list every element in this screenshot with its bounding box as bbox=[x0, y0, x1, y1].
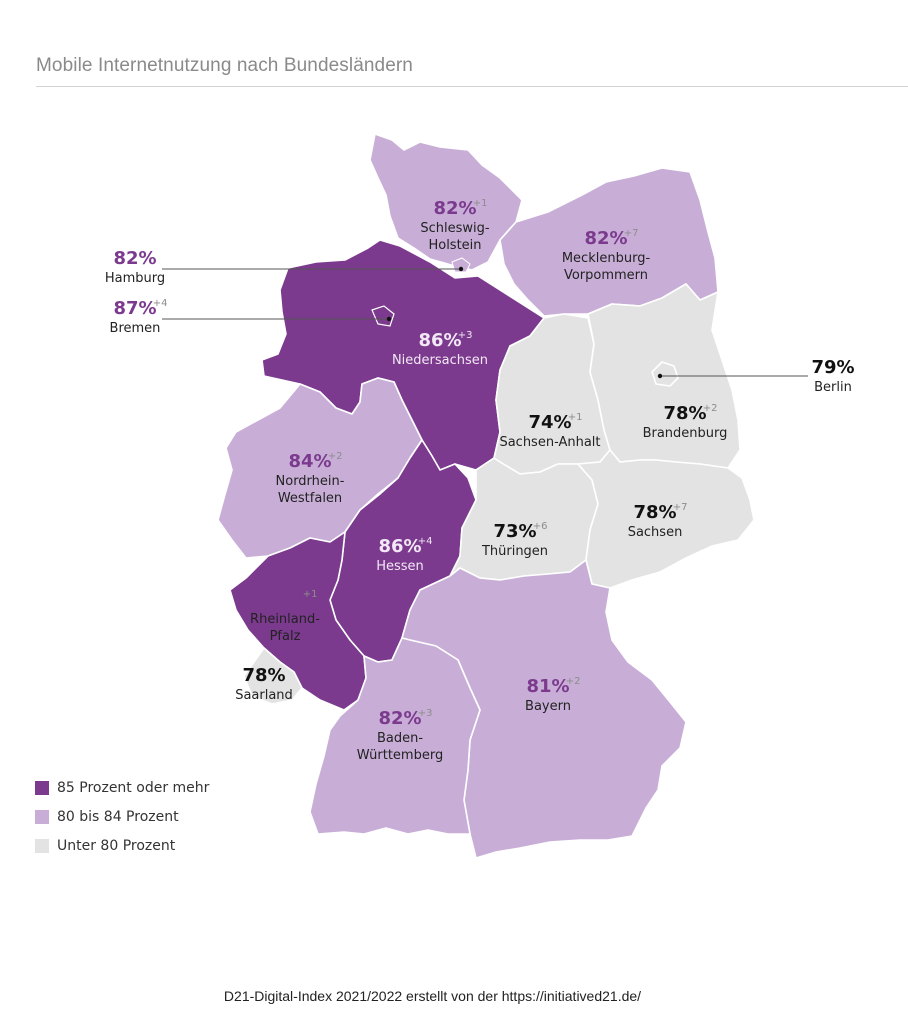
state-label-bayern: 81%+2 Bayern bbox=[525, 676, 580, 714]
state-area-thueringen[interactable] bbox=[449, 457, 599, 581]
percent-value-brandenburg: 78% bbox=[663, 403, 706, 424]
state-label-niedersachsen: 86%+3 Niedersachsen bbox=[392, 330, 488, 368]
change-value-brandenburg: +2 bbox=[703, 403, 718, 414]
title-divider bbox=[36, 86, 908, 87]
percent-value-mecklenburg-vorpommern: 82% bbox=[584, 228, 627, 249]
state-name-schleswig-holstein: Schleswig- bbox=[420, 221, 490, 236]
leader-dot-bremen bbox=[386, 316, 392, 322]
leader-dot-hamburg bbox=[458, 266, 464, 272]
state-name-saarland: Saarland bbox=[235, 688, 293, 703]
change-value-sachsen: +7 bbox=[673, 502, 688, 513]
state-label-hamburg: 82% Hamburg bbox=[105, 248, 464, 286]
state-label-bremen: 87%+4 Bremen bbox=[110, 298, 392, 336]
percent-value-berlin: 79% bbox=[811, 357, 854, 378]
change-value-baden-wuerttemberg: +3 bbox=[418, 708, 433, 719]
legend-item-dark: 85 Prozent oder mehr bbox=[35, 773, 209, 802]
state-label-hessen: 86%+4 Hessen bbox=[376, 536, 432, 574]
change-value-bayern: +2 bbox=[566, 676, 581, 687]
percent-value-bremen: 87% bbox=[113, 298, 156, 319]
state-name-baden-wuerttemberg: Württemberg bbox=[357, 748, 443, 763]
change-value-thueringen: +6 bbox=[533, 521, 548, 532]
percent-value-sachsen: 78% bbox=[633, 502, 676, 523]
state-name-bremen: Bremen bbox=[110, 321, 161, 336]
change-value-nordrhein-westfalen: +2 bbox=[328, 451, 343, 462]
state-area-saarland[interactable] bbox=[243, 647, 303, 705]
percent-value-bayern: 81% bbox=[526, 676, 569, 697]
percent-value-schleswig-holstein: 82% bbox=[433, 198, 476, 219]
state-name-berlin: Berlin bbox=[814, 380, 852, 395]
percent-value-baden-wuerttemberg: 82% bbox=[378, 708, 421, 729]
state-label-brandenburg: 78%+2 Brandenburg bbox=[643, 403, 728, 441]
state-name-rheinland-pfalz: Rheinland- bbox=[250, 612, 320, 627]
legend-label: Unter 80 Prozent bbox=[57, 837, 176, 854]
source-note: D21-Digital-Index 2021/2022 erstellt von… bbox=[223, 988, 642, 1004]
state-labels: 82%+1Schleswig-Holstein82%Hamburg87%+4Br… bbox=[105, 198, 855, 763]
percent-value-hamburg: 82% bbox=[113, 248, 156, 269]
state-name-hessen: Hessen bbox=[376, 559, 424, 574]
state-name-nordrhein-westfalen: Nordrhein- bbox=[276, 474, 345, 489]
state-name-sachsen-anhalt: Sachsen-Anhalt bbox=[499, 435, 600, 450]
leader-dot-berlin bbox=[657, 373, 663, 379]
state-name-niedersachsen: Niedersachsen bbox=[392, 353, 488, 368]
percent-value-thueringen: 73% bbox=[493, 521, 536, 542]
state-area-schleswig-holstein[interactable] bbox=[369, 133, 523, 271]
legend-item-medium: 80 bis 84 Prozent bbox=[35, 802, 209, 831]
state-name-bayern: Bayern bbox=[525, 699, 571, 714]
state-label-thueringen: 73%+6 Thüringen bbox=[481, 521, 548, 559]
state-label-sachsen: 78%+7 Sachsen bbox=[628, 502, 688, 540]
change-value-rheinland-pfalz: +1 bbox=[303, 589, 318, 600]
state-label-baden-wuerttemberg: 82%+3 Baden- Württemberg bbox=[357, 708, 443, 763]
legend-label: 85 Prozent oder mehr bbox=[57, 779, 210, 796]
state-label-sachsen-anhalt: 74%+1 Sachsen-Anhalt bbox=[499, 412, 600, 450]
state-name-nordrhein-westfalen: Westfalen bbox=[278, 491, 342, 506]
state-label-nordrhein-westfalen: 84%+2 Nordrhein- Westfalen bbox=[276, 451, 345, 506]
state-area-sachsen[interactable] bbox=[577, 449, 755, 589]
legend: 85 Prozent oder mehr 80 bis 84 Prozent Unt… bbox=[35, 773, 209, 860]
change-value-bremen: +4 bbox=[153, 298, 168, 309]
percent-value-saarland: 78% bbox=[242, 665, 285, 686]
state-area-berlin[interactable] bbox=[651, 361, 679, 387]
legend-swatch-light bbox=[35, 838, 49, 853]
percent-value-hessen: 86% bbox=[378, 536, 421, 557]
change-value-schleswig-holstein: +1 bbox=[473, 198, 488, 209]
state-name-mecklenburg-vorpommern: Vorpommern bbox=[564, 268, 648, 283]
change-value-mecklenburg-vorpommern: +7 bbox=[624, 228, 639, 239]
state-label-berlin: 79% Berlin bbox=[657, 357, 855, 395]
state-label-schleswig-holstein: 82%+1 Schleswig- Holstein bbox=[420, 198, 490, 253]
state-label-saarland: 78% Saarland bbox=[235, 665, 293, 703]
state-name-hamburg: Hamburg bbox=[105, 271, 165, 286]
state-label-rheinland-pfalz: 85%+1 Rheinland- Pfalz bbox=[250, 589, 320, 644]
state-name-rheinland-pfalz: Pfalz bbox=[270, 629, 301, 644]
state-name-schleswig-holstein: Holstein bbox=[428, 238, 481, 253]
change-value-niedersachsen: +3 bbox=[458, 330, 473, 341]
state-name-sachsen: Sachsen bbox=[628, 525, 683, 540]
legend-swatch-dark bbox=[35, 780, 49, 795]
legend-label: 80 bis 84 Prozent bbox=[57, 808, 179, 825]
map-title: Mobile Internetnutzung nach Bundesländer… bbox=[36, 55, 413, 76]
percent-value-sachsen-anhalt: 74% bbox=[528, 412, 571, 433]
state-name-baden-wuerttemberg: Baden- bbox=[377, 731, 423, 746]
change-value-sachsen-anhalt: +1 bbox=[568, 412, 583, 423]
state-name-brandenburg: Brandenburg bbox=[643, 426, 728, 441]
percent-value-nordrhein-westfalen: 84% bbox=[288, 451, 331, 472]
state-areas bbox=[217, 133, 755, 859]
state-area-baden-wuerttemberg[interactable] bbox=[309, 637, 481, 835]
state-name-mecklenburg-vorpommern: Mecklenburg- bbox=[562, 251, 651, 266]
percent-value-niedersachsen: 86% bbox=[418, 330, 461, 351]
legend-item-light: Unter 80 Prozent bbox=[35, 831, 209, 860]
state-name-thueringen: Thüringen bbox=[481, 544, 548, 559]
state-label-mecklenburg-vorpommern: 82%+7 Mecklenburg- Vorpommern bbox=[562, 228, 651, 283]
percent-value-rheinland-pfalz: 85% bbox=[263, 589, 306, 610]
change-value-hessen: +4 bbox=[418, 536, 433, 547]
legend-swatch-medium bbox=[35, 809, 49, 824]
